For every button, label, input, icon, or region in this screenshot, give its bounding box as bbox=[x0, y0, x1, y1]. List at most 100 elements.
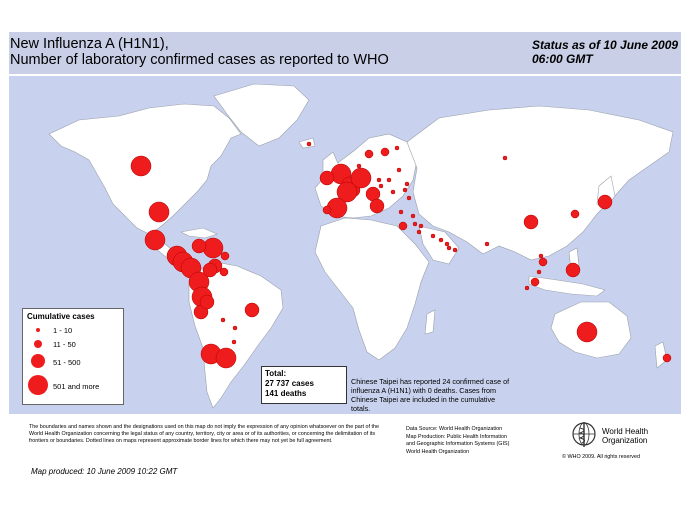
total-cases: 27 737 cases bbox=[265, 379, 314, 388]
case-marker-italy bbox=[369, 198, 385, 214]
case-marker-norway bbox=[364, 149, 374, 159]
case-marker-egypt bbox=[398, 221, 408, 231]
case-marker-paraguay bbox=[232, 325, 238, 331]
land-asia bbox=[406, 105, 674, 261]
case-marker-finland bbox=[394, 145, 400, 151]
land-africa bbox=[314, 217, 430, 361]
data-source: Data Source: World Health Organization M… bbox=[406, 426, 556, 456]
case-marker-bolivia bbox=[220, 317, 226, 323]
source-line: and Geographic Information Systems (GIS) bbox=[406, 441, 510, 447]
case-marker-indonesia bbox=[524, 285, 530, 291]
case-marker-iceland bbox=[306, 141, 312, 147]
map-produced: Map produced: 10 June 2009 10:22 GMT bbox=[31, 467, 178, 476]
case-marker-new-zealand bbox=[662, 353, 672, 363]
case-marker-portugal bbox=[322, 205, 332, 215]
case-marker-united-states bbox=[148, 201, 170, 223]
disclaimer-text: The boundaries and names shown and the d… bbox=[29, 424, 380, 445]
case-marker-argentina bbox=[215, 347, 237, 369]
case-marker-czech-republic bbox=[376, 177, 382, 183]
case-marker-hungary bbox=[390, 189, 396, 195]
legend-label: 51 - 500 bbox=[53, 358, 81, 367]
case-marker-india bbox=[484, 241, 490, 247]
case-marker-china bbox=[523, 214, 539, 230]
land-greenland bbox=[213, 83, 310, 147]
land-madagascar bbox=[424, 309, 436, 335]
total-box: Total: 27 737 cases 141 deaths bbox=[261, 366, 347, 404]
case-marker-venezuela bbox=[219, 267, 229, 277]
case-marker-viet-nam bbox=[538, 253, 544, 259]
case-marker-germany bbox=[350, 167, 372, 189]
legend-item: 1 - 10 bbox=[23, 323, 123, 341]
legend-dot-icon bbox=[28, 375, 48, 395]
case-marker-denmark bbox=[356, 163, 362, 169]
case-marker-israel bbox=[416, 229, 422, 235]
source-line: World Health Organization bbox=[406, 448, 470, 455]
case-marker-philippines bbox=[565, 262, 581, 278]
source-line: Map Production: Public Health Informatio… bbox=[406, 433, 507, 440]
case-marker-estonia bbox=[396, 167, 402, 173]
case-marker-greece bbox=[398, 209, 404, 215]
source-line: Data Source: World Health Organization bbox=[406, 426, 503, 432]
map-subtitle: Number of laboratory confirmed cases as … bbox=[10, 52, 389, 68]
case-marker-russia bbox=[502, 155, 508, 161]
case-marker-turkey bbox=[410, 213, 416, 219]
case-marker-japan bbox=[597, 194, 613, 210]
case-marker-colombia bbox=[202, 262, 218, 278]
case-marker-romania bbox=[402, 187, 408, 193]
case-marker-ukraine bbox=[404, 181, 410, 187]
case-marker-bahrain bbox=[444, 241, 450, 247]
header-band bbox=[9, 32, 681, 74]
case-markers bbox=[130, 141, 672, 369]
legend-label: 501 and more bbox=[53, 382, 100, 391]
total-heading: Total: bbox=[265, 369, 287, 378]
legend-title: Cumulative cases bbox=[27, 312, 95, 321]
copyright: © WHO 2009. All rights reserved bbox=[562, 454, 640, 460]
case-marker-france bbox=[336, 181, 358, 203]
case-marker-thailand bbox=[538, 257, 548, 267]
who-name-line: World Health bbox=[602, 427, 649, 436]
legend-dot-icon bbox=[36, 328, 40, 332]
legend-item: 11 - 50 bbox=[23, 337, 123, 355]
land-masses bbox=[48, 83, 674, 409]
case-marker-lebanon bbox=[418, 223, 424, 229]
case-marker-cuba bbox=[191, 238, 207, 254]
legend-dot-icon bbox=[34, 340, 42, 348]
legend-item: 501 and more bbox=[23, 375, 123, 395]
case-marker-ireland bbox=[319, 170, 335, 186]
who-emblem-icon bbox=[572, 422, 596, 447]
total-deaths: 141 deaths bbox=[265, 389, 307, 398]
land-arabia bbox=[418, 225, 460, 265]
status-time: 06:00 GMT bbox=[532, 52, 593, 66]
case-marker-bulgaria bbox=[406, 195, 412, 201]
legend-label: 1 - 10 bbox=[53, 326, 73, 335]
case-marker-qatar bbox=[446, 245, 452, 251]
who-name-line: Organization bbox=[602, 436, 648, 445]
legend-label: 11 - 50 bbox=[53, 340, 76, 349]
world-map-svg bbox=[48, 83, 674, 409]
who-name: World Health Organization bbox=[602, 427, 648, 445]
case-marker-saudi-arabia bbox=[430, 233, 436, 239]
case-marker-malaysia bbox=[536, 269, 542, 275]
case-marker-mexico bbox=[144, 229, 166, 251]
land-indonesia bbox=[528, 275, 606, 297]
world-map bbox=[9, 76, 681, 414]
map-title: New Influenza A (H1N1), bbox=[10, 36, 169, 52]
legend-dot-icon bbox=[31, 354, 45, 368]
case-marker-austria bbox=[378, 183, 384, 189]
case-marker-peru bbox=[199, 294, 215, 310]
case-marker-sweden bbox=[380, 147, 390, 157]
case-marker-uruguay bbox=[231, 339, 237, 345]
case-marker-united-arab-emirates bbox=[452, 247, 458, 253]
case-marker-puerto-rico bbox=[220, 251, 230, 261]
legend: Cumulative cases 1 - 10 11 - 50 51 - 500… bbox=[22, 308, 124, 405]
status-date: Status as of 10 June 2009 bbox=[532, 38, 679, 52]
case-marker-kuwait bbox=[438, 237, 444, 243]
case-marker-korea bbox=[570, 209, 580, 219]
case-marker-dominican-republic bbox=[202, 237, 224, 259]
land-cuba bbox=[180, 227, 218, 239]
case-marker-australia bbox=[576, 321, 598, 343]
case-marker-cyprus bbox=[412, 221, 418, 227]
legend-item: 51 - 500 bbox=[23, 353, 123, 371]
case-marker-singapore bbox=[530, 277, 540, 287]
